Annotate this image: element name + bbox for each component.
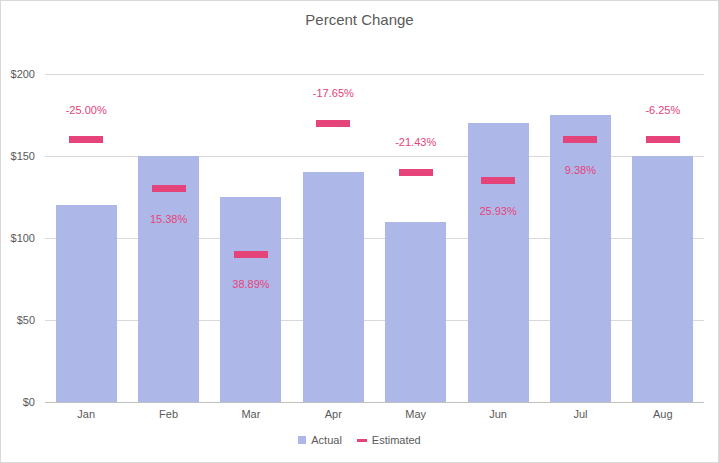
legend-label-actual: Actual [311, 434, 342, 446]
x-tick-aug: Aug [622, 407, 704, 421]
percent-label-jan: -25.00% [45, 103, 127, 117]
estimated-dash-mar [234, 251, 268, 258]
x-tick-jun: Jun [457, 407, 539, 421]
chart-title: Percent Change [1, 11, 718, 28]
estimated-dash-may [399, 169, 433, 176]
percent-label-may: -21.43% [375, 135, 457, 149]
legend: Actual Estimated [1, 434, 718, 446]
percent-label-apr: -17.65% [292, 86, 374, 100]
percent-label-aug: -6.25% [622, 103, 704, 117]
y-tick-3: $150 [1, 149, 35, 163]
x-axis-line [45, 402, 704, 403]
y-tick-0: $0 [1, 395, 35, 409]
x-tick-feb: Feb [127, 407, 209, 421]
gridline [45, 74, 704, 75]
x-tick-mar: Mar [210, 407, 292, 421]
bar-jan [56, 205, 117, 402]
estimated-dash-apr [316, 120, 350, 127]
estimated-dash-jul [563, 136, 597, 143]
bar-aug [632, 156, 693, 402]
bar-jul [550, 115, 611, 402]
x-tick-jul: Jul [539, 407, 621, 421]
chart-container: Percent Change $0 $50 $100 $150 $200 -25.00% 1… [0, 0, 719, 463]
percent-label-jul: 9.38% [539, 163, 621, 177]
estimated-dash-jan [69, 136, 103, 143]
x-tick-may: May [375, 407, 457, 421]
percent-label-feb: 15.38% [127, 212, 209, 226]
x-tick-jan: Jan [45, 407, 127, 421]
actual-swatch-icon [298, 436, 306, 444]
percent-label-jun: 25.93% [457, 204, 539, 218]
y-tick-4: $200 [1, 67, 35, 81]
bar-mar [220, 197, 281, 402]
bar-may [385, 222, 446, 402]
bar-jun [468, 123, 529, 402]
legend-item-actual: Actual [298, 434, 342, 446]
estimated-dash-aug [646, 136, 680, 143]
x-tick-apr: Apr [292, 407, 374, 421]
y-tick-2: $100 [1, 231, 35, 245]
bar-feb [138, 156, 199, 402]
estimated-dash-jun [481, 177, 515, 184]
estimated-swatch-icon [357, 439, 367, 442]
legend-label-estimated: Estimated [372, 434, 421, 446]
bar-apr [303, 172, 364, 402]
legend-item-estimated: Estimated [357, 434, 421, 446]
percent-label-mar: 38.89% [210, 277, 292, 291]
estimated-dash-feb [152, 185, 186, 192]
y-tick-1: $50 [1, 313, 35, 327]
